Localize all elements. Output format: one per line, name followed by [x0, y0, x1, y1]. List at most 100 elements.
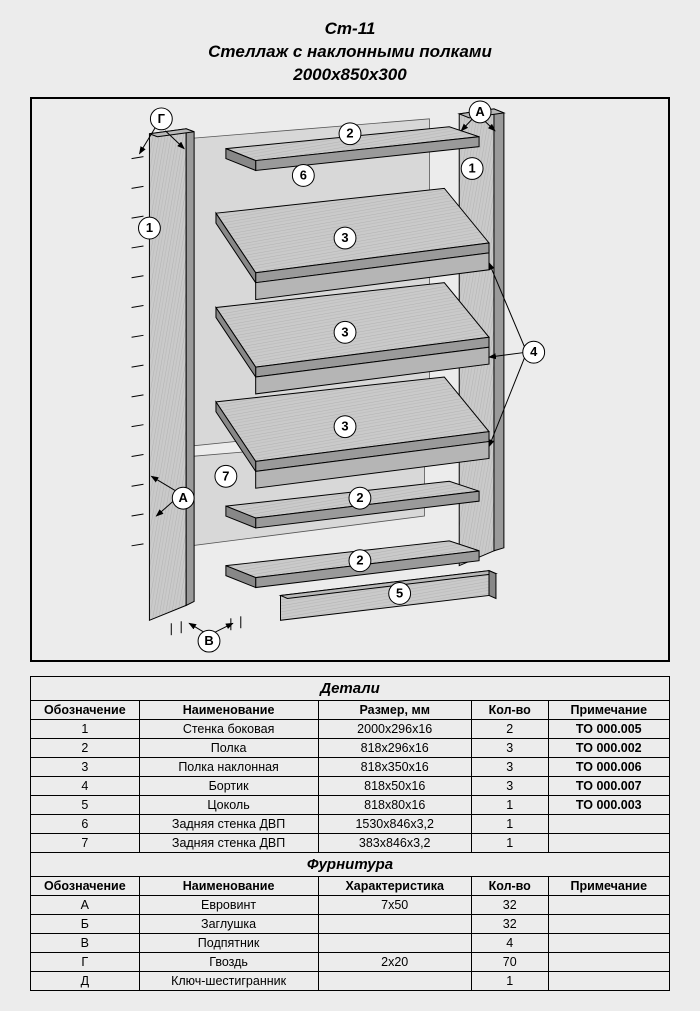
table-cell: 818x50x16	[318, 776, 471, 795]
table-cell: Полка	[139, 738, 318, 757]
svg-text:7: 7	[222, 468, 229, 483]
table-row: АЕвровинт7x5032	[31, 895, 670, 914]
table-cell: 1530x846x3,2	[318, 814, 471, 833]
table-row: ВПодпятник4	[31, 933, 670, 952]
table-cell: 3	[471, 738, 548, 757]
table-cell: ТО 000.002	[548, 738, 669, 757]
assembly-diagram: 1 1 2 2 2 3 3 3 4 5 6 7 А А В Г	[30, 97, 670, 662]
table-cell: ТО 000.006	[548, 757, 669, 776]
table-cell: 1	[471, 814, 548, 833]
svg-text:3: 3	[341, 418, 348, 433]
table-cell: ТО 000.003	[548, 795, 669, 814]
svg-text:3: 3	[341, 324, 348, 339]
column-header: Наименование	[139, 876, 318, 895]
table-cell: Подпятник	[139, 933, 318, 952]
table-cell: Задняя стенка ДВП	[139, 814, 318, 833]
table-cell: Полка наклонная	[139, 757, 318, 776]
model-code: Ст-11	[30, 18, 670, 41]
column-header: Размер, мм	[318, 700, 471, 719]
table-cell: Г	[31, 952, 140, 971]
table-cell: 818x350x16	[318, 757, 471, 776]
column-header: Характеристика	[318, 876, 471, 895]
table-cell: 3	[471, 757, 548, 776]
parts-table: ДеталиОбозначениеНаименованиеРазмер, ммК…	[30, 676, 670, 991]
svg-text:2: 2	[356, 490, 363, 505]
table-cell: Цоколь	[139, 795, 318, 814]
table-cell: Д	[31, 971, 140, 990]
table-cell	[318, 971, 471, 990]
svg-text:2: 2	[356, 552, 363, 567]
table-row: 5Цоколь818x80x161ТО 000.003	[31, 795, 670, 814]
table-cell: 3	[31, 757, 140, 776]
svg-text:1: 1	[469, 160, 476, 175]
table-cell: Задняя стенка ДВП	[139, 833, 318, 852]
table-cell	[318, 933, 471, 952]
section-title: Фурнитура	[31, 852, 670, 876]
table-cell: Бортик	[139, 776, 318, 795]
column-header: Кол-во	[471, 700, 548, 719]
table-cell: Стенка боковая	[139, 719, 318, 738]
table-cell: 818x296x16	[318, 738, 471, 757]
table-cell: 4	[31, 776, 140, 795]
table-cell: 7	[31, 833, 140, 852]
diagram-svg: 1 1 2 2 2 3 3 3 4 5 6 7 А А В Г	[32, 99, 668, 660]
table-cell: 7x50	[318, 895, 471, 914]
table-row: БЗаглушка 32	[31, 914, 670, 933]
table-cell: 2	[31, 738, 140, 757]
svg-text:А: А	[179, 490, 188, 505]
table-cell: Б	[31, 914, 140, 933]
product-title: Стеллаж с наклонными полками	[30, 41, 670, 64]
svg-text:Г: Г	[158, 111, 166, 126]
section-title: Детали	[31, 676, 670, 700]
table-cell: Гвоздь	[139, 952, 318, 971]
table-cell: 3	[471, 776, 548, 795]
table-cell: Заглушка	[139, 914, 318, 933]
svg-text:2: 2	[346, 126, 353, 141]
column-header: Кол-во	[471, 876, 548, 895]
table-row: 3Полка наклонная818x350x163ТО 000.006	[31, 757, 670, 776]
table-row: 1Стенка боковая2000x296x162ТО 000.005	[31, 719, 670, 738]
table-cell	[318, 914, 471, 933]
table-cell: Ключ-шестигранник	[139, 971, 318, 990]
table-cell: 2	[471, 719, 548, 738]
table-cell	[548, 971, 669, 990]
svg-text:В: В	[204, 633, 213, 648]
tables-container: ДеталиОбозначениеНаименованиеРазмер, ммК…	[30, 676, 670, 991]
table-row: ДКлюч-шестигранник 1	[31, 971, 670, 990]
table-cell: Евровинт	[139, 895, 318, 914]
table-cell	[548, 933, 669, 952]
table-cell: 1	[31, 719, 140, 738]
table-row: 2Полка818x296x163ТО 000.002	[31, 738, 670, 757]
table-row: 4Бортик818x50x163ТО 000.007	[31, 776, 670, 795]
table-cell: А	[31, 895, 140, 914]
column-header: Обозначение	[31, 876, 140, 895]
svg-text:3: 3	[341, 230, 348, 245]
table-cell: 2000x296x16	[318, 719, 471, 738]
table-cell: ТО 000.005	[548, 719, 669, 738]
table-cell: 2x20	[318, 952, 471, 971]
dimensions: 2000x850x300	[30, 64, 670, 87]
table-cell	[548, 914, 669, 933]
table-cell: ТО 000.007	[548, 776, 669, 795]
table-cell: 1	[471, 795, 548, 814]
table-cell: 383x846x3,2	[318, 833, 471, 852]
svg-text:5: 5	[396, 585, 403, 600]
table-cell: 818x80x16	[318, 795, 471, 814]
svg-text:1: 1	[146, 220, 153, 235]
table-cell: 4	[471, 933, 548, 952]
page-header: Ст-11 Стеллаж с наклонными полками 2000x…	[30, 18, 670, 87]
table-cell: 1	[471, 971, 548, 990]
table-cell	[548, 952, 669, 971]
svg-text:4: 4	[530, 344, 538, 359]
column-header: Примечание	[548, 876, 669, 895]
column-header: Наименование	[139, 700, 318, 719]
svg-text:А: А	[475, 104, 484, 119]
table-cell: 5	[31, 795, 140, 814]
svg-text:6: 6	[300, 167, 307, 182]
table-row: 6Задняя стенка ДВП1530x846x3,21	[31, 814, 670, 833]
table-cell: 32	[471, 914, 548, 933]
table-cell: 32	[471, 895, 548, 914]
table-row: 7Задняя стенка ДВП383x846x3,21	[31, 833, 670, 852]
table-row: ГГвоздь2x2070	[31, 952, 670, 971]
table-cell: 6	[31, 814, 140, 833]
